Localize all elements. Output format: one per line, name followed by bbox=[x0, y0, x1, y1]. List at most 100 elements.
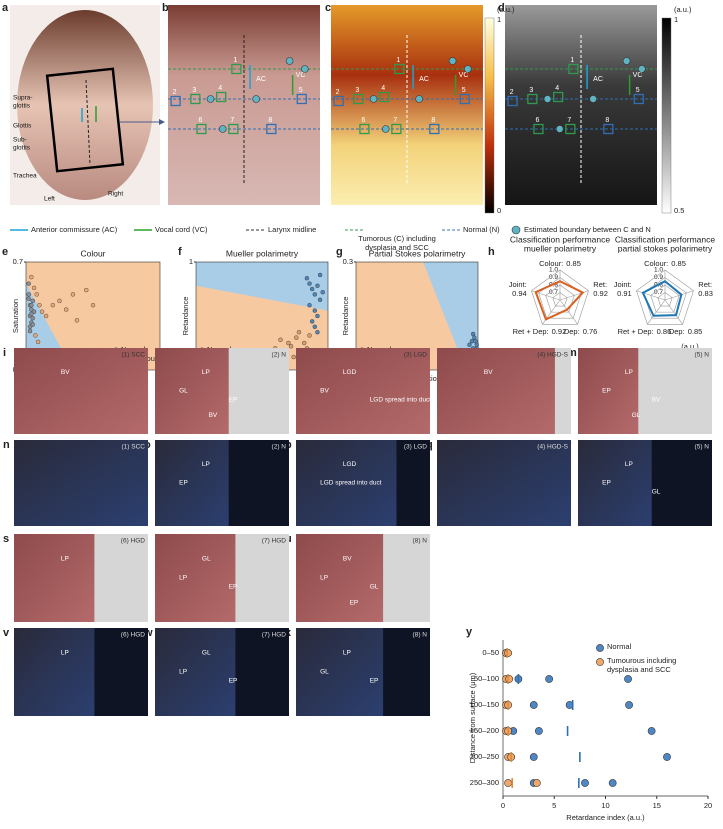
structure-label: GL bbox=[370, 584, 379, 591]
panel-letter: a bbox=[2, 2, 9, 14]
spoke bbox=[664, 290, 694, 301]
region-number: 2 bbox=[173, 89, 177, 96]
point bbox=[304, 276, 310, 281]
y-axis-label: Retardance bbox=[341, 297, 350, 336]
micrograph-tag: (4) HGD-S bbox=[537, 352, 568, 359]
legend-marker bbox=[596, 658, 604, 666]
panel-letter: g bbox=[336, 246, 343, 258]
structure-label: BV bbox=[209, 412, 218, 419]
region-box bbox=[603, 123, 614, 135]
tissue bbox=[155, 440, 229, 526]
point bbox=[29, 311, 34, 317]
grid-ring bbox=[636, 269, 694, 325]
boundary-point bbox=[415, 95, 423, 103]
structure-label: LP bbox=[343, 649, 351, 656]
point bbox=[50, 303, 55, 308]
micrograph-tag: (5) N bbox=[695, 444, 710, 451]
micrograph-tag: (4) HGD-S bbox=[537, 444, 568, 451]
tissue bbox=[437, 440, 571, 526]
point bbox=[474, 342, 479, 347]
point bbox=[26, 281, 31, 286]
category-value: 0.92 bbox=[552, 327, 567, 336]
colorbar bbox=[484, 17, 495, 214]
micrograph-tag: (7) HGD bbox=[262, 632, 287, 639]
y-tick-label: 250–300 bbox=[470, 778, 499, 787]
point bbox=[286, 340, 291, 346]
legend-label: Normal (N) bbox=[463, 225, 500, 234]
category-value: 0.94 bbox=[512, 289, 527, 298]
spoke bbox=[559, 299, 578, 325]
region-box bbox=[333, 95, 344, 107]
tissue bbox=[14, 348, 148, 434]
category-value: 0.85 bbox=[671, 259, 686, 268]
colorbar-tick: 1 bbox=[497, 15, 501, 24]
category-label: Ret: 0.83 bbox=[698, 280, 713, 298]
legend-label: Tumorous (C) including dysplasia and SCC bbox=[358, 235, 436, 252]
point bbox=[30, 298, 35, 304]
point bbox=[473, 339, 478, 344]
region-box bbox=[379, 91, 390, 103]
point bbox=[529, 753, 538, 761]
vc-label: VC bbox=[633, 72, 643, 79]
category-name: Dep: bbox=[669, 327, 685, 336]
category-value: 0.76 bbox=[583, 327, 598, 336]
panel-letter: c bbox=[325, 2, 331, 14]
structure-label: LP bbox=[320, 575, 328, 582]
chart-title: Mueller polarimetry bbox=[226, 248, 299, 258]
region-box bbox=[353, 93, 364, 105]
legend-label: Estimated boundary between C and N bbox=[524, 225, 651, 234]
category-name: Joint: bbox=[614, 280, 632, 289]
structure-label: BV bbox=[484, 369, 493, 376]
point bbox=[90, 303, 96, 308]
region-number: 3 bbox=[355, 87, 359, 94]
legend-box: Tumorous (C) including dysplasia and SCC bbox=[358, 235, 436, 252]
region-number: 6 bbox=[361, 117, 365, 124]
region-number: 2 bbox=[510, 89, 514, 96]
region-number: 8 bbox=[605, 117, 609, 124]
anatomy-label: Left bbox=[44, 196, 55, 203]
region-number: 5 bbox=[636, 87, 640, 94]
panel-letter: i bbox=[3, 347, 6, 359]
panel-letter: e bbox=[2, 246, 8, 258]
tissue bbox=[155, 348, 229, 434]
structure-label: EP bbox=[229, 584, 238, 591]
micrograph-tag: (3) LGD bbox=[404, 444, 427, 451]
boundary-symbol bbox=[511, 225, 521, 235]
category-value: 0.86 bbox=[657, 327, 672, 336]
point bbox=[29, 303, 34, 308]
colorbar-tick: 0 bbox=[497, 206, 501, 215]
point bbox=[43, 313, 49, 319]
structure-label: BV bbox=[343, 555, 352, 562]
boundary-point bbox=[637, 65, 646, 73]
point bbox=[472, 335, 477, 340]
class-region bbox=[423, 262, 478, 370]
point bbox=[545, 675, 554, 683]
region-number: 7 bbox=[230, 117, 234, 124]
tissue bbox=[578, 348, 639, 434]
x-tick-label: 15 bbox=[653, 801, 661, 810]
region-box bbox=[170, 95, 181, 107]
anatomy-label: Sub- bbox=[13, 137, 27, 144]
legend-marker bbox=[596, 644, 604, 652]
radar-area bbox=[534, 280, 585, 321]
point bbox=[63, 307, 69, 312]
chart-title: Colour bbox=[80, 248, 105, 258]
point bbox=[291, 354, 296, 360]
point bbox=[312, 324, 317, 329]
region-number: 5 bbox=[462, 87, 466, 94]
vc-label: VC bbox=[296, 72, 306, 79]
tissue bbox=[155, 628, 236, 716]
region-box bbox=[359, 123, 370, 135]
boundary-point bbox=[285, 57, 294, 65]
category-label: Ret + Dep: 0.92 bbox=[513, 327, 567, 336]
grid-ring bbox=[650, 284, 680, 313]
point bbox=[315, 313, 320, 319]
tissue bbox=[296, 534, 384, 622]
region-box bbox=[216, 91, 227, 103]
point bbox=[312, 308, 317, 313]
point bbox=[39, 309, 45, 314]
region-number: 7 bbox=[393, 117, 397, 124]
region-number: 5 bbox=[299, 87, 303, 94]
micrograph-tag: (1) SCC bbox=[122, 352, 146, 359]
category-label: Joint: 0.94 bbox=[509, 280, 527, 298]
